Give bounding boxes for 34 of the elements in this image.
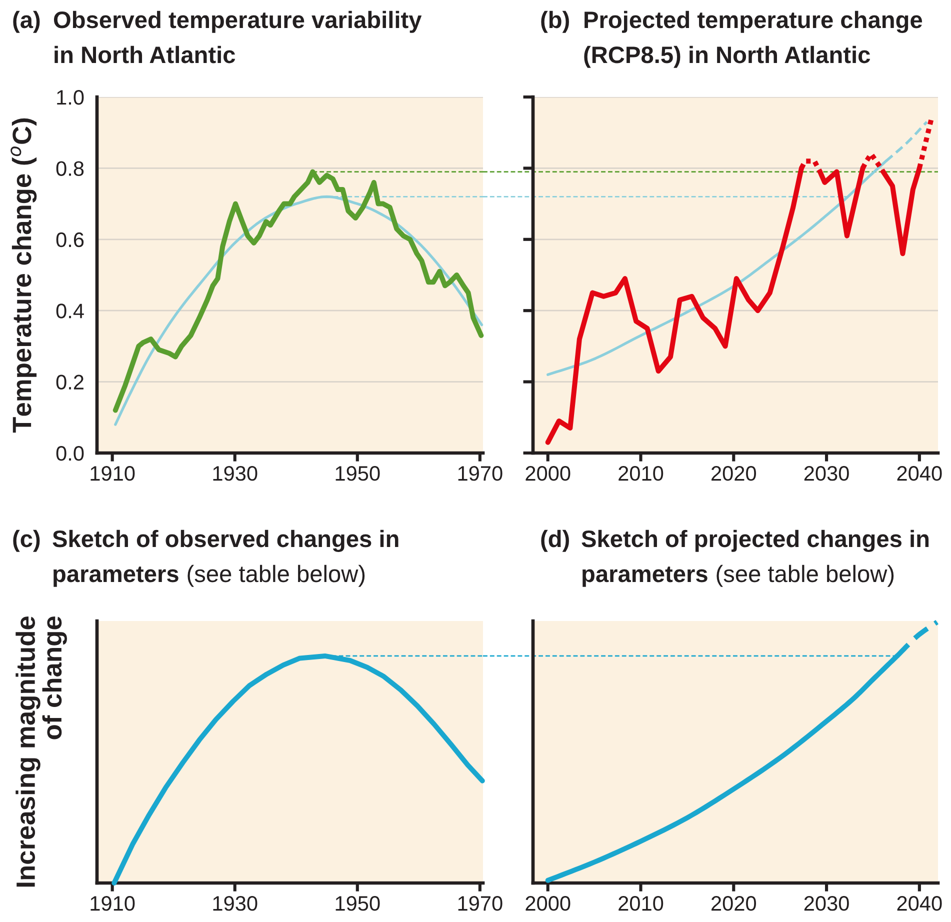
text: (c)	[13, 530, 40, 552]
x-tick-label: 2010	[618, 896, 664, 911]
x-tick-label: 1930	[213, 466, 258, 481]
x-tick-label: 2000	[526, 896, 570, 911]
chart-title: Sketch of observed changes in parameters (see table below)	[52, 530, 398, 587]
text: (b)	[541, 10, 569, 33]
y-tick-label: 0.4	[56, 304, 84, 318]
x-tick-label: 2020	[712, 896, 756, 911]
y-tick-label: 0.6	[56, 232, 84, 248]
y-tick-label: 0.2	[56, 374, 84, 390]
y-axis-title: Increasing magnitude of change	[16, 616, 67, 887]
y-tick-label: 0.0	[56, 446, 84, 461]
x-tick-label: 2030	[804, 896, 849, 911]
x-tick-label: 1910	[90, 896, 135, 911]
x-tick-label: 2040	[897, 466, 942, 481]
y-tick-label: 1.0	[57, 90, 84, 105]
x-tick-label: 1950	[336, 466, 380, 481]
x-tick-label: 2000	[526, 466, 570, 481]
x-tick-label: 1970	[458, 466, 502, 481]
x-tick-label: 1930	[213, 896, 258, 911]
x-tick-label: 2030	[804, 466, 849, 481]
x-tick-label: 2040	[897, 896, 942, 911]
x-tick-label: 1910	[90, 466, 135, 481]
chart-title: Projected temperature change (RCP8.5) in North Atlantic	[584, 10, 922, 68]
x-tick-label: 1970	[458, 896, 502, 911]
x-tick-label: 2010	[618, 466, 664, 481]
chart-title: Observed temperature variability in North Atlantic	[54, 10, 422, 64]
y-axis-title: Temperature change ($^{o}$C)	[10, 118, 37, 433]
text: (d)	[541, 530, 569, 552]
chart-title: Sketch of projected changes in parameters (see table below)	[582, 530, 929, 587]
text: (a)	[13, 10, 40, 33]
x-tick-label: 1950	[336, 896, 380, 911]
x-tick-label: 2020	[712, 466, 756, 481]
y-tick-label: 0.8	[56, 161, 84, 176]
